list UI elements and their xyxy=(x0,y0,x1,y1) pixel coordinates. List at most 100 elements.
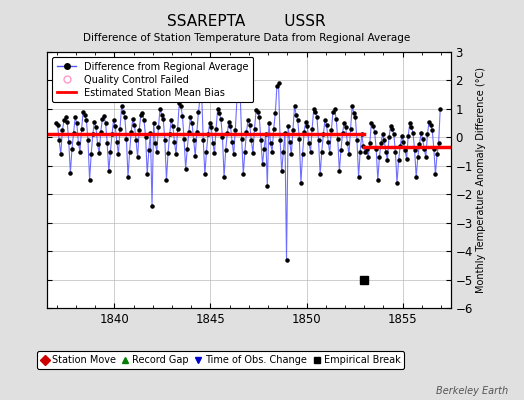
Point xyxy=(257,137,265,143)
Point xyxy=(152,148,161,155)
Point xyxy=(74,140,83,146)
Point xyxy=(141,134,150,140)
Point xyxy=(105,168,113,175)
Point xyxy=(119,108,127,115)
Point xyxy=(363,146,371,152)
Point xyxy=(167,117,176,124)
Point xyxy=(301,118,310,125)
Point xyxy=(396,143,405,149)
Point xyxy=(422,154,430,160)
Point xyxy=(111,123,119,129)
Point xyxy=(172,151,180,158)
Point xyxy=(329,108,337,115)
Point xyxy=(412,174,420,180)
Point xyxy=(436,106,444,112)
Point xyxy=(60,117,68,124)
Point xyxy=(76,148,84,155)
Point xyxy=(246,121,254,128)
Point xyxy=(159,116,168,122)
Point xyxy=(234,96,243,102)
Point xyxy=(201,171,209,178)
Point xyxy=(69,130,78,136)
Point xyxy=(342,124,350,130)
Point xyxy=(170,138,179,145)
Point xyxy=(335,168,344,175)
Point xyxy=(106,148,115,155)
Point xyxy=(258,161,267,168)
Point xyxy=(431,171,440,178)
Point xyxy=(151,140,159,146)
Point xyxy=(388,126,396,132)
Point xyxy=(193,128,201,135)
Point xyxy=(199,137,208,143)
Point xyxy=(205,120,214,126)
Point xyxy=(117,103,126,109)
Point xyxy=(52,120,60,126)
Legend: Station Move, Record Gap, Time of Obs. Change, Empirical Break: Station Move, Record Gap, Time of Obs. C… xyxy=(37,351,405,369)
Point xyxy=(137,111,145,118)
Point xyxy=(89,131,97,138)
Point xyxy=(212,126,220,132)
Point xyxy=(361,148,369,155)
Point xyxy=(263,182,271,189)
Point xyxy=(337,147,345,153)
Point xyxy=(297,180,305,186)
Point xyxy=(380,137,388,143)
Point xyxy=(184,128,193,135)
Point xyxy=(78,126,86,132)
Point xyxy=(102,120,110,126)
Point xyxy=(113,138,121,145)
Point xyxy=(241,148,249,155)
Point xyxy=(164,150,172,156)
Point xyxy=(340,120,348,126)
Point xyxy=(188,120,196,126)
Point xyxy=(93,141,102,148)
Point xyxy=(178,113,187,119)
Point xyxy=(321,117,329,124)
Point xyxy=(284,123,292,129)
Y-axis label: Monthly Temperature Anomaly Difference (°C): Monthly Temperature Anomaly Difference (… xyxy=(476,67,486,293)
Point xyxy=(289,127,297,134)
Point xyxy=(228,138,236,145)
Point xyxy=(61,114,70,121)
Point xyxy=(95,150,103,156)
Point xyxy=(364,154,373,160)
Point xyxy=(346,126,355,132)
Point xyxy=(390,131,398,138)
Point xyxy=(305,140,313,146)
Point xyxy=(58,127,67,134)
Point xyxy=(278,168,286,175)
Point xyxy=(395,157,403,163)
Point xyxy=(222,147,230,153)
Point xyxy=(386,123,395,129)
Point xyxy=(157,111,166,118)
Point xyxy=(308,126,316,132)
Point xyxy=(186,114,194,121)
Point xyxy=(217,116,225,122)
Point xyxy=(391,148,400,155)
Point xyxy=(353,137,361,143)
Point xyxy=(420,146,429,152)
Point xyxy=(177,103,185,109)
Point xyxy=(423,131,432,138)
Point xyxy=(250,126,259,132)
Point xyxy=(207,124,215,130)
Point xyxy=(252,107,260,114)
Point xyxy=(398,133,406,139)
Point xyxy=(116,126,124,132)
Point xyxy=(223,130,232,136)
Point xyxy=(293,117,302,124)
Point xyxy=(409,130,417,136)
Point xyxy=(66,170,74,176)
Point xyxy=(406,120,414,126)
Point xyxy=(271,110,279,116)
Point xyxy=(156,106,164,112)
Point xyxy=(64,138,73,145)
Text: Berkeley Earth: Berkeley Earth xyxy=(436,386,508,396)
Point xyxy=(191,153,200,159)
Point xyxy=(393,180,401,186)
Point xyxy=(430,146,438,152)
Point xyxy=(357,131,366,138)
Point xyxy=(290,103,299,109)
Point xyxy=(204,131,212,138)
